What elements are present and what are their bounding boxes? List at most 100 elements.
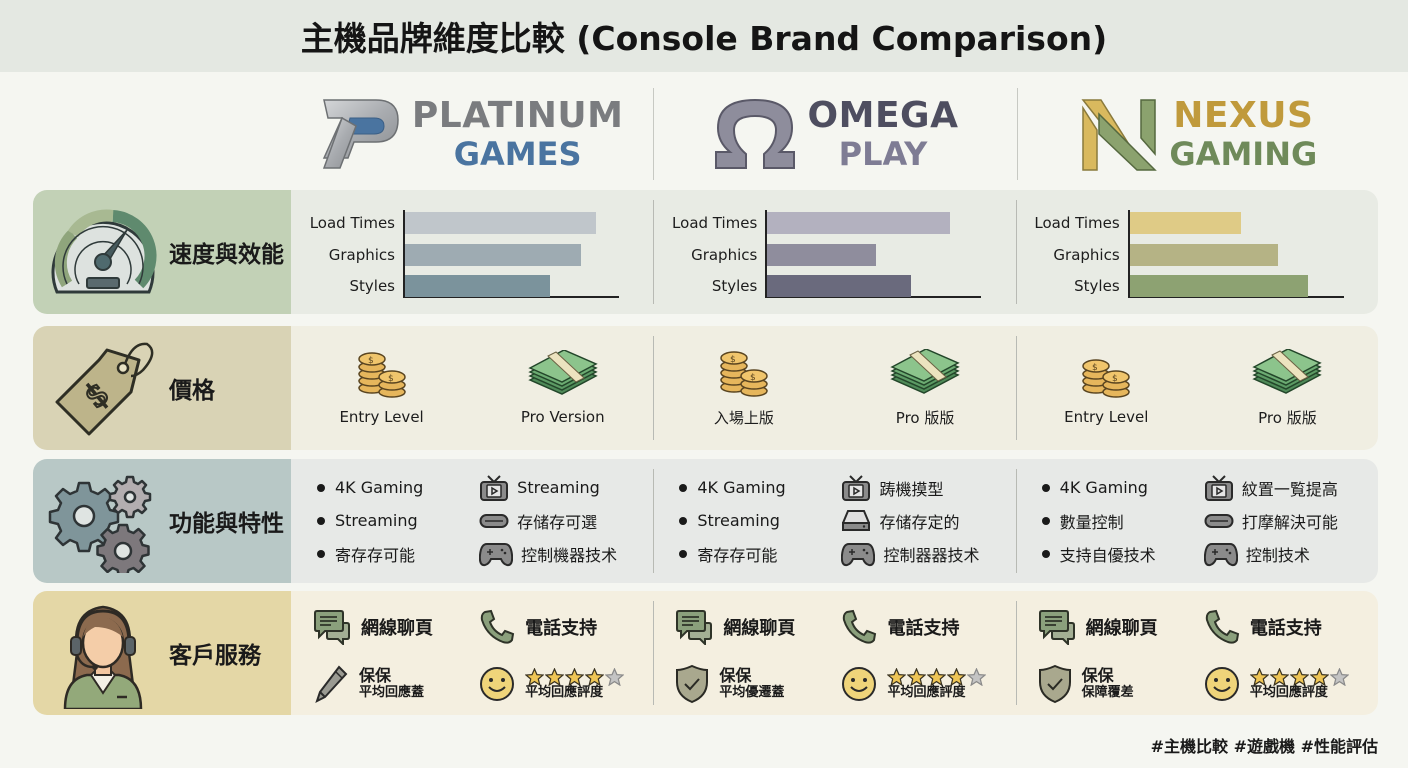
price-pro: Pro 版版 xyxy=(835,326,1016,450)
coins-icon: $ $ xyxy=(357,352,406,398)
bar-label: Load Times xyxy=(672,214,758,232)
bullet-icon xyxy=(1041,549,1050,558)
feature-item: 控制技术 xyxy=(1203,537,1366,570)
price-label: Entry Level xyxy=(339,408,424,426)
bar-load-times xyxy=(1129,212,1241,234)
category-service: 客戶服務 xyxy=(33,591,291,715)
brand-name-line2: PLAY xyxy=(838,135,928,173)
star-filled-icon xyxy=(1289,667,1309,686)
category-label: 客戶服務 xyxy=(169,643,261,669)
row-features: 功能與特性 4K Gaming Streaming Streaming 存储存可… xyxy=(33,459,1378,583)
feature-item: 寄存存可能 xyxy=(679,537,841,570)
phone-icon xyxy=(843,609,877,644)
live-chat: 網線聊頁 xyxy=(313,599,479,655)
star-rating xyxy=(1249,667,1349,686)
bar-label: Styles xyxy=(349,277,396,295)
phone-icon xyxy=(1205,609,1239,644)
star-filled-icon xyxy=(1309,667,1329,686)
price-label: Entry Level xyxy=(1064,408,1149,426)
feature-item: 存储存定的 xyxy=(841,504,1003,537)
storage-pill-icon xyxy=(479,513,509,528)
bullet-icon xyxy=(317,483,325,492)
category-label: 速度與效能 xyxy=(169,242,284,268)
features-nexus: 4K Gaming 紋置一覧提高 數量控制 打摩解決可能 支持自優技术 控制技术 xyxy=(1015,459,1378,583)
svg-text:$: $ xyxy=(1092,363,1098,373)
phone-support: 電話支持 xyxy=(841,599,1007,655)
svg-text:$: $ xyxy=(388,374,394,384)
feature-item: 控制器器技术 xyxy=(841,537,1003,570)
smiley-icon xyxy=(1204,667,1239,701)
features-omega: 4K Gaming 踌機摸型 Streaming 存储存定的 寄存存可能 控制器… xyxy=(653,459,1015,583)
support-agent-icon xyxy=(63,605,143,709)
rating: 平均回應評度 xyxy=(479,655,645,713)
brand-omega-play: OMEGA PLAY xyxy=(653,82,1016,186)
bar-label: Load Times xyxy=(309,214,395,232)
category-features: 功能與特性 xyxy=(33,459,291,583)
feature-item: Streaming xyxy=(479,471,641,504)
live-chat: 網線聊頁 xyxy=(675,599,841,655)
brand-name-line1: PLATINUM xyxy=(411,95,624,136)
bar-label: Graphics xyxy=(1053,246,1120,264)
star-filled-icon xyxy=(947,667,967,686)
price-label: Pro Version xyxy=(520,408,605,426)
bar-graphics xyxy=(405,244,581,266)
smiley-icon xyxy=(842,667,877,701)
storage-pill-icon xyxy=(1204,513,1234,528)
chat-bubbles-icon xyxy=(314,610,350,645)
phone-support: 電話支持 xyxy=(1204,599,1370,655)
warranty: 保保 平均優遷蓋 xyxy=(675,655,841,713)
bullet-icon xyxy=(1041,483,1050,492)
star-filled-icon xyxy=(525,667,545,686)
star-empty-icon xyxy=(605,667,625,686)
brand-platinum-games: PLATINUM GAMES xyxy=(290,82,653,186)
bar-styles xyxy=(1129,275,1308,297)
svg-text:$: $ xyxy=(730,355,736,365)
brand-header-row: PLATINUM GAMES OMEGA PLAY NEXUS GAMING xyxy=(290,82,1380,186)
price-omega: $ $ 入場上版 Pro 版版 xyxy=(653,326,1015,450)
cash-stack-icon xyxy=(528,350,598,395)
bullet-icon xyxy=(679,549,688,558)
star-filled-icon xyxy=(1269,667,1289,686)
gears-icon xyxy=(48,475,152,573)
n-logo-icon xyxy=(1081,99,1158,171)
star-empty-icon xyxy=(967,667,987,686)
row-price: $ 價格 $ $ Entry Level xyxy=(33,326,1378,450)
shield-check-icon xyxy=(676,664,709,704)
feature-item: 數量控制 xyxy=(1041,504,1204,537)
warranty: 保保 平均回應蓋 xyxy=(313,655,479,713)
feature-item: Streaming xyxy=(679,504,841,537)
bar-label: Styles xyxy=(1074,277,1120,295)
feature-item: 踌機摸型 xyxy=(841,471,1003,504)
bar-graphics xyxy=(767,244,877,266)
price-label: Pro 版版 xyxy=(895,408,955,427)
brand-name-line1: OMEGA xyxy=(807,95,959,136)
page-title: 主機品牌維度比較 (Console Brand Comparison) xyxy=(300,19,1108,58)
hard-drive-icon xyxy=(842,509,871,531)
price-pro: Pro 版版 xyxy=(1197,326,1378,450)
bar-styles xyxy=(767,275,912,297)
category-label: 功能與特性 xyxy=(169,511,284,537)
feature-item: 打摩解決可能 xyxy=(1204,504,1366,537)
feature-item: 4K Gaming xyxy=(679,471,841,504)
bar-styles xyxy=(405,275,550,297)
bar-label: Graphics xyxy=(328,246,395,264)
bullet-icon xyxy=(1041,516,1050,525)
price-entry: $ $ Entry Level xyxy=(291,326,472,450)
rating: 平均回應評度 xyxy=(1204,655,1370,713)
star-rating xyxy=(525,667,625,686)
bullet-icon xyxy=(679,483,688,492)
price-label: Pro 版版 xyxy=(1258,408,1317,427)
features-platinum: 4K Gaming Streaming Streaming 存储存可選 寄存存可… xyxy=(291,459,653,583)
star-filled-icon xyxy=(565,667,585,686)
gamepad-icon xyxy=(841,542,876,566)
phone-icon xyxy=(480,609,515,644)
category-label: 價格 xyxy=(169,378,215,404)
warranty: 保保 保障覆差 xyxy=(1038,655,1204,713)
feature-item: 存储存可選 xyxy=(479,504,641,537)
feature-item: 控制機器技术 xyxy=(479,537,641,570)
tv-play-icon xyxy=(842,474,871,501)
category-speed: 速度與效能 xyxy=(33,190,291,314)
star-filled-icon xyxy=(887,667,907,686)
hashtags: #主機比較 #遊戲機 #性能評估 xyxy=(1150,737,1378,756)
phone-support: 電話支持 xyxy=(479,599,645,655)
